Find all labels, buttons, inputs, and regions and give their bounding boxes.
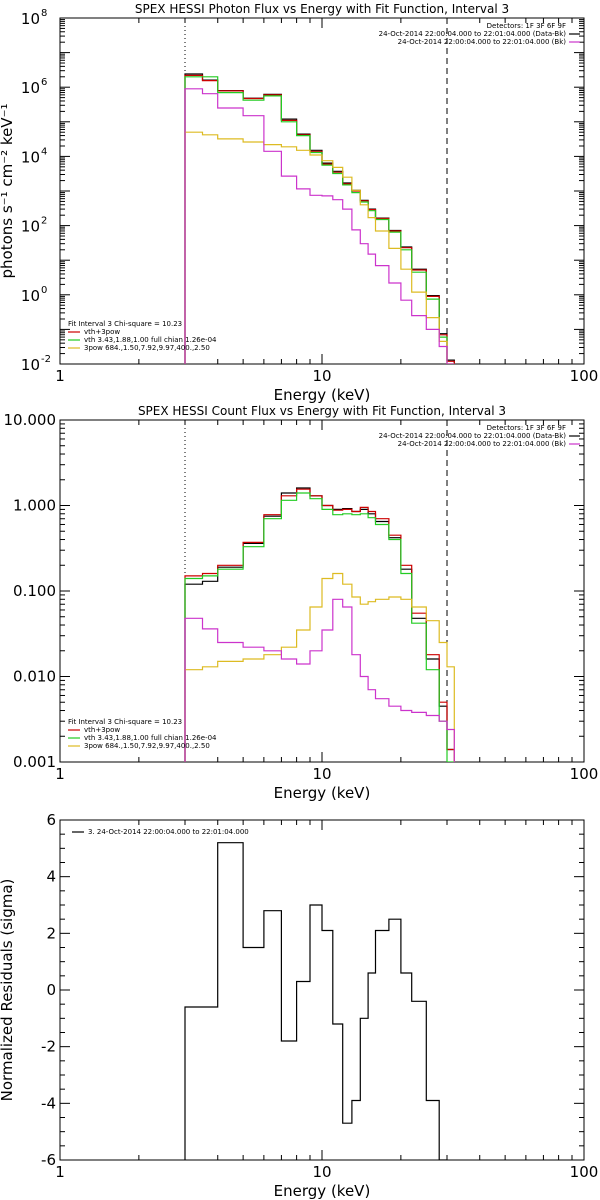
legend-top-entry: 24-Oct-2014 22:00:04.000 to 22:01:04.000… xyxy=(379,30,567,38)
x-tick-label: 1 xyxy=(55,367,65,385)
y-tick-exponent: 0 xyxy=(41,285,47,296)
x-tick-label: 10 xyxy=(312,367,331,385)
x-tick-label: 100 xyxy=(570,367,599,385)
series-line-4 xyxy=(184,88,455,364)
y-tick-label: -4 xyxy=(41,1094,56,1112)
x-axis-label: Energy (keV) xyxy=(274,1182,371,1200)
series-group xyxy=(184,73,455,364)
y-tick-label: 10 xyxy=(21,10,40,28)
series-group xyxy=(184,842,447,1160)
count-flux-panel: 1 10 100 0.001 0.010 0.100 1.000 10.000 SPEX HES… xyxy=(4,404,599,802)
legend-top-entry: 24-Oct-2014 22:00:04.000 to 22:01:04.000… xyxy=(379,432,567,440)
legend-bottom-entry: vth 3.43,1.88,1.00 full chian 1.26e-04 xyxy=(84,336,217,344)
y-tick-label: 4 xyxy=(46,868,56,886)
series-line-3 xyxy=(184,572,455,762)
legend-bottom-entry: 3pow 684.,1.50,7.92,9.97,400.,2.50 xyxy=(84,742,210,750)
y-tick-label: 2 xyxy=(46,924,56,942)
y-tick-label: 0.100 xyxy=(13,582,56,600)
y-tick-exponent: 2 xyxy=(41,216,47,227)
legend-top-entry: Detectors: 1F 3F 6F 9F xyxy=(487,424,566,432)
y-tick-label: 10 xyxy=(21,356,40,374)
x-tick-label: 10 xyxy=(312,765,331,783)
legend-top-entry: 24-Oct-2014 22:00:04.000 to 22:01:04.000… xyxy=(398,440,567,448)
series-line-3 xyxy=(184,131,455,364)
y-tick-label: 1.000 xyxy=(13,497,56,515)
plot-frame xyxy=(59,17,585,365)
y-tick-label: -2 xyxy=(41,1038,56,1056)
y-tick-label: 6 xyxy=(46,811,56,829)
x-tick-label: 10 xyxy=(312,1163,331,1181)
series-group xyxy=(184,487,455,762)
y-axis-label: photons s⁻¹ cm⁻² keV⁻¹ xyxy=(0,104,16,279)
chart-title: SPEX HESSI Photon Flux vs Energy with Fi… xyxy=(135,2,509,16)
series-line-2 xyxy=(184,76,455,364)
legend-bottom-entry: vth 3.43,1.88,1.00 full chian 1.26e-04 xyxy=(84,734,217,742)
y-tick-label: 10 xyxy=(21,79,40,97)
series-line-0 xyxy=(184,487,455,762)
y-tick-exponent: 6 xyxy=(41,77,47,88)
legend-bottom-entry: 3pow 684.,1.50,7.92,9.97,400.,2.50 xyxy=(84,344,210,352)
legend-top-entry: 24-Oct-2014 22:00:04.000 to 22:01:04.000… xyxy=(398,38,567,46)
y-tick-exponent: 4 xyxy=(41,146,47,157)
y-axis-label: Normalized Residuals (sigma) xyxy=(0,879,16,1102)
x-tick-label: 1 xyxy=(55,1163,65,1181)
y-tick-label: 10 xyxy=(21,287,40,305)
legend-entry: 3. 24-Oct-2014 22:00:04.000 to 22:01:04.… xyxy=(88,828,249,836)
series-line-0 xyxy=(184,842,447,1160)
series-line-4 xyxy=(184,598,455,762)
legend-bottom-entry: Fit Interval 3 Chi-square = 10.23 xyxy=(68,320,182,328)
y-tick-label: 0.010 xyxy=(13,668,56,686)
legend-bottom-entry: vth+3pow xyxy=(84,726,120,734)
plot-frame xyxy=(59,819,585,1161)
y-tick-label: 0.001 xyxy=(13,753,56,771)
x-axis-label: Energy (keV) xyxy=(274,386,371,404)
y-tick-label: -6 xyxy=(41,1151,56,1169)
x-axis-label: Energy (keV) xyxy=(274,784,371,802)
y-tick-label: 10 xyxy=(21,218,40,236)
series-line-1 xyxy=(184,74,455,364)
legend-bottom-entry: vth+3pow xyxy=(84,328,120,336)
y-tick-label: 10.000 xyxy=(4,411,57,429)
residuals-panel: 1 10 100 -6 -4 -2 0 2 4 6 Energy (keV) Normalized R… xyxy=(0,811,598,1200)
legend-bottom-entry: Fit Interval 3 Chi-square = 10.23 xyxy=(68,718,182,726)
x-tick-label: 100 xyxy=(570,765,599,783)
series-line-0 xyxy=(184,73,455,364)
chart-title: SPEX HESSI Count Flux vs Energy with Fit… xyxy=(138,404,506,418)
series-line-2 xyxy=(184,492,455,762)
y-tick-label: 0 xyxy=(46,981,56,999)
y-tick-label: 10 xyxy=(21,148,40,166)
x-tick-label: 100 xyxy=(570,1163,599,1181)
series-line-1 xyxy=(184,488,455,762)
y-tick-exponent: -2 xyxy=(41,354,51,365)
y-tick-exponent: 8 xyxy=(41,8,47,19)
x-tick-label: 1 xyxy=(55,765,65,783)
legend-top-entry: Detectors: 1F 3F 6F 9F xyxy=(487,22,566,30)
